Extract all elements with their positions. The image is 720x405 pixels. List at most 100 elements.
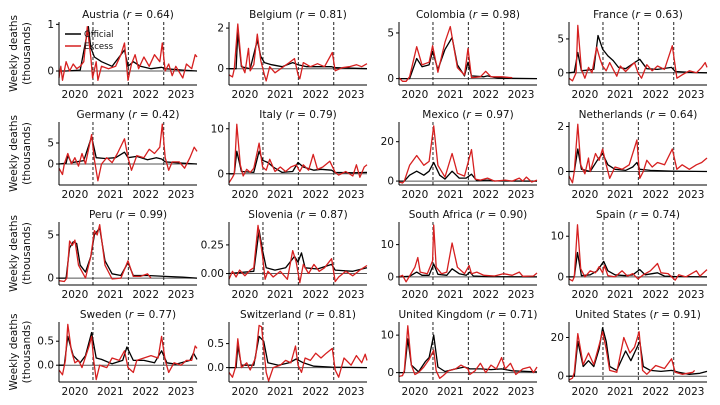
y-tick-label: 0 — [387, 367, 394, 379]
panel-title: South Africa (r = 0.90) — [409, 209, 528, 221]
x-tick-label: 2020 — [232, 89, 259, 101]
x-tick-label: 2020 — [62, 386, 89, 398]
y-tick-label: 0 — [387, 176, 394, 188]
x-tick-label: 2020 — [572, 386, 599, 398]
x-tick-label: 2021 — [607, 189, 634, 201]
y-tick-label: 0 — [557, 67, 564, 79]
series-excess — [568, 224, 708, 282]
panel-title: Sweden (r = 0.77) — [80, 309, 176, 321]
series-official — [569, 148, 708, 173]
panel-title: Italy (r = 0.79) — [259, 109, 337, 121]
panel-switzerland: Switzerland (r = 0.81) 0.0 0.5 2020 2021 2022… — [207, 309, 368, 398]
series-excess — [398, 125, 538, 184]
y-tick-label: 0 — [217, 168, 224, 180]
series-excess — [58, 223, 152, 283]
x-tick-label: 2022 — [302, 289, 329, 301]
y-tick-label: 1 — [47, 19, 54, 31]
y-tick-label: 0 — [387, 73, 394, 85]
y-tick-label: 10 — [551, 231, 564, 243]
x-tick-label: 2023 — [168, 189, 195, 201]
panel-netherlands: Netherlands (r = 0.64) 0 2 2020 2021 2022 2023 — [557, 109, 708, 201]
x-tick-label: 2020 — [572, 89, 599, 101]
y-tick-label: 0 — [217, 63, 224, 75]
panel-peru: Peru (r = 0.99) 0 5 2020 2021 2022 2023 Weekly … — [8, 209, 198, 301]
y-axis-label: Weekly deaths(thousands) — [8, 215, 33, 292]
panel-title: Slovenia (r = 0.87) — [248, 209, 347, 221]
y-tick-label: 0.25 — [201, 239, 224, 251]
legend-label-excess: Excess — [84, 42, 114, 52]
x-tick-label: 2023 — [678, 189, 705, 201]
series-excess — [398, 25, 513, 82]
series-excess — [398, 224, 538, 283]
x-tick-label: 2020 — [572, 289, 599, 301]
series-official — [398, 263, 538, 278]
x-tick-label: 2023 — [168, 386, 195, 398]
x-tick-label: 2020 — [232, 189, 259, 201]
y-tick-label: 0 — [557, 371, 564, 383]
x-tick-label: 2021 — [267, 189, 294, 201]
y-tick-label: 10 — [381, 239, 394, 251]
series-excess — [568, 24, 708, 82]
x-tick-label: 2023 — [338, 289, 365, 301]
x-tick-label: 2020 — [62, 289, 89, 301]
y-tick-label: 5 — [557, 33, 564, 45]
x-tick-label: 2023 — [168, 89, 195, 101]
x-tick-label: 2021 — [97, 89, 124, 101]
x-tick-label: 2022 — [472, 289, 499, 301]
panel-france: France (r = 0.63) 0 5 2020 2021 2022 2023 — [557, 9, 708, 101]
x-tick-label: 2021 — [607, 386, 634, 398]
panel-title: Netherlands (r = 0.64) — [579, 109, 698, 121]
y-tick-label: 5 — [387, 27, 394, 39]
y-tick-label: 0 — [47, 159, 54, 171]
x-tick-label: 2023 — [508, 189, 535, 201]
x-tick-label: 2020 — [572, 189, 599, 201]
y-tick-label: 0 — [557, 166, 564, 178]
x-tick-label: 2021 — [607, 89, 634, 101]
x-tick-label: 2021 — [437, 89, 464, 101]
x-tick-label: 2021 — [97, 189, 124, 201]
y-tick-label: 0 — [387, 271, 394, 283]
x-tick-label: 2022 — [302, 189, 329, 201]
panel-germany: Germany (r = 0.42) 0 5 2020 2021 2022 2023 Week… — [8, 109, 198, 201]
y-axis-label: Weekly deaths(thousands) — [8, 313, 33, 390]
x-tick-label: 2021 — [607, 289, 634, 301]
series-excess — [58, 26, 198, 81]
x-tick-label: 2023 — [338, 89, 365, 101]
x-tick-label: 2022 — [642, 89, 669, 101]
x-tick-label: 2023 — [678, 89, 705, 101]
y-tick-label: 0.0 — [37, 360, 54, 372]
y-tick-label: 10 — [211, 123, 224, 135]
x-tick-label: 2022 — [132, 189, 159, 201]
x-tick-label: 2020 — [232, 289, 259, 301]
x-tick-label: 2021 — [267, 386, 294, 398]
y-axis-label: Weekly deaths(thousands) — [8, 15, 33, 92]
series-official — [228, 229, 368, 275]
x-tick-label: 2020 — [402, 386, 429, 398]
series-excess — [568, 331, 696, 381]
panel-title: United States (r = 0.91) — [575, 309, 701, 321]
panel-title: Belgium (r = 0.81) — [249, 9, 347, 21]
x-tick-label: 2022 — [642, 189, 669, 201]
panel-colombia: Colombia (r = 0.98) 0 5 2020 2021 2022 2023 — [387, 9, 538, 101]
x-tick-label: 2020 — [232, 386, 259, 398]
y-tick-label: 5 — [47, 138, 54, 150]
x-tick-label: 2023 — [168, 289, 195, 301]
panel-title: United Kingdom (r = 0.71) — [399, 309, 538, 321]
y-tick-label: 0.5 — [37, 336, 54, 348]
x-tick-label: 2021 — [267, 89, 294, 101]
x-tick-label: 2021 — [437, 289, 464, 301]
x-tick-label: 2021 — [97, 386, 124, 398]
series-excess — [228, 123, 368, 184]
panel-title: Colombia (r = 0.98) — [416, 9, 520, 21]
x-tick-label: 2023 — [508, 386, 535, 398]
x-tick-label: 2023 — [338, 189, 365, 201]
x-tick-label: 2023 — [508, 89, 535, 101]
x-tick-label: 2022 — [132, 89, 159, 101]
y-tick-label: 0 — [47, 273, 54, 285]
y-tick-label: 0 — [47, 66, 54, 78]
x-tick-label: 2023 — [678, 289, 705, 301]
y-tick-label: 0.0 — [207, 362, 224, 374]
series-excess — [228, 23, 368, 82]
